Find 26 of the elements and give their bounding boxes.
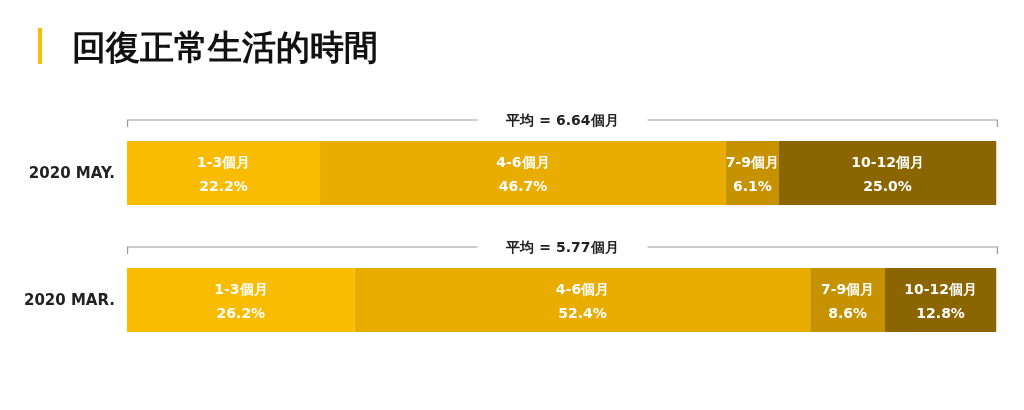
data-label: 6.1% (733, 178, 772, 194)
data-label: 22.2% (199, 178, 248, 194)
series-label: 10-12個月 (851, 154, 924, 170)
series-label: 1-3個月 (196, 154, 251, 170)
text: 1-3個月 (214, 281, 268, 297)
bar (127, 268, 355, 332)
data-label: 52.4% (558, 305, 607, 321)
data-label: 46.7% (498, 178, 548, 194)
y-tick-label: 2020 MAR. (23, 291, 115, 309)
bar (127, 141, 320, 205)
data-label: 26.2% (216, 305, 266, 321)
bar (354, 268, 811, 332)
text: 10-12個月 (904, 281, 978, 297)
data-label: 12.8% (916, 305, 965, 321)
text: 7-9個月 (820, 281, 875, 297)
bar (778, 141, 997, 205)
bar (319, 141, 726, 205)
data-label: 8.6% (828, 305, 868, 321)
data-label: 25.0% (863, 178, 912, 194)
chart-title: 回復正常生活的時間 (72, 27, 378, 67)
annotation: 平均 = 6.64個月 (505, 112, 619, 128)
series-label: 7-9個月 (725, 154, 780, 170)
text: 4-6個月 (555, 281, 610, 297)
y-tick-label: 2020 MAY. (28, 164, 115, 182)
series-label: 4-6個月 (496, 154, 550, 170)
annotation: 平均 = 5.77個月 (505, 239, 619, 255)
